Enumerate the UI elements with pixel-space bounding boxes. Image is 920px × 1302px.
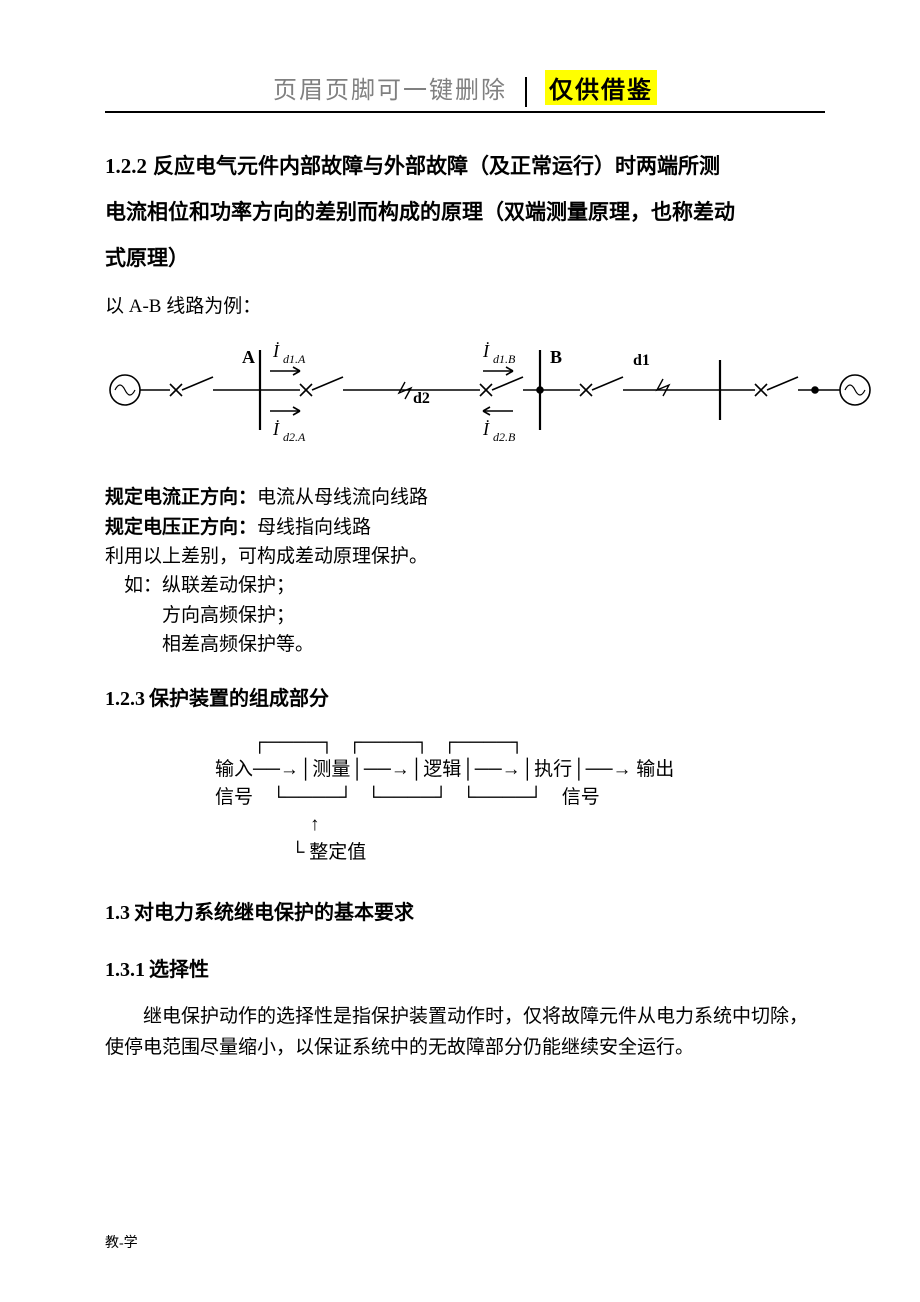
def-line-4: 如：纵联差动保护； (105, 571, 825, 600)
svg-text:İ: İ (482, 341, 490, 361)
svg-text:B: B (550, 347, 562, 367)
svg-text:İ: İ (272, 341, 280, 361)
voltage-dir-text: 母线指向线路 (257, 517, 371, 538)
heading-text: 选择性 (149, 959, 209, 981)
heading-1-2-2: 1.2.2 反应电气元件内部故障与外部故障（及正常运行）时两端所测 电流相位和功率… (105, 143, 825, 283)
def-line-1: 规定电流正方向：电流从母线流向线路 (105, 483, 825, 512)
heading-1-2-3: 1.2.3保护装置的组成部分 (105, 682, 825, 711)
def-line-6: 相差高频保护等。 (105, 630, 825, 659)
current-dir-text: 电流从母线流向线路 (257, 487, 428, 508)
svg-text:d1: d1 (633, 352, 650, 369)
heading-text-l1: 反应电气元件内部故障与外部故障（及正常运行）时两端所测 (153, 155, 720, 178)
svg-text:d1.B: d1.B (493, 352, 516, 366)
header-divider (525, 77, 527, 107)
block-diagram: ┌────┐ ┌────┐ ┌────┐ 输入──→│测量│──→│逻辑│──→… (215, 729, 825, 867)
current-dir-label: 规定电流正方向： (105, 487, 257, 508)
svg-text:d2: d2 (413, 390, 430, 407)
heading-number: 1.2.3 (105, 688, 145, 710)
heading-text: 保护装置的组成部分 (149, 688, 329, 710)
svg-text:A: A (242, 347, 255, 367)
heading-number: 1.3.1 (105, 959, 145, 981)
page-footer: 教-学 (105, 1232, 138, 1252)
heading-number: 1.3 (105, 902, 130, 924)
svg-text:İ: İ (272, 419, 280, 439)
example-intro: 以 A-B 线路为例： (105, 293, 825, 322)
heading-text-l2: 电流相位和功率方向的差别而构成的原理（双端测量原理，也称差动 (105, 201, 735, 224)
heading-text: 对电力系统继电保护的基本要求 (134, 902, 414, 924)
def-line-5: 方向高频保护； (105, 601, 825, 630)
selectivity-paragraph: 继电保护动作的选择性是指保护装置动作时，仅将故障元件从电力系统中切除，使停电范围… (105, 1002, 825, 1063)
heading-1-3: 1.3对电力系统继电保护的基本要求 (105, 896, 825, 925)
def-line-3: 利用以上差别，可构成差动原理保护。 (105, 542, 825, 571)
heading-1-3-1: 1.3.1选择性 (105, 953, 825, 982)
header-right-badge: 仅供借鉴 (545, 70, 657, 105)
header-rule (105, 111, 825, 113)
page-header: 页眉页脚可一键删除 仅供借鉴 (105, 70, 825, 105)
voltage-dir-label: 规定电压正方向： (105, 517, 257, 538)
svg-text:d2.A: d2.A (283, 430, 306, 444)
def-line-2: 规定电压正方向：母线指向线路 (105, 513, 825, 542)
heading-text-l3: 式原理） (105, 247, 189, 270)
svg-text:d1.A: d1.A (283, 352, 306, 366)
heading-number: 1.2.2 (105, 154, 147, 178)
header-left-text: 页眉页脚可一键删除 (273, 70, 507, 105)
circuit-diagram: A d2 B d1 (105, 335, 875, 455)
svg-text:d2.B: d2.B (493, 430, 516, 444)
svg-text:İ: İ (482, 419, 490, 439)
definitions-block: 规定电流正方向：电流从母线流向线路 规定电压正方向：母线指向线路 利用以上差别，… (105, 483, 825, 660)
